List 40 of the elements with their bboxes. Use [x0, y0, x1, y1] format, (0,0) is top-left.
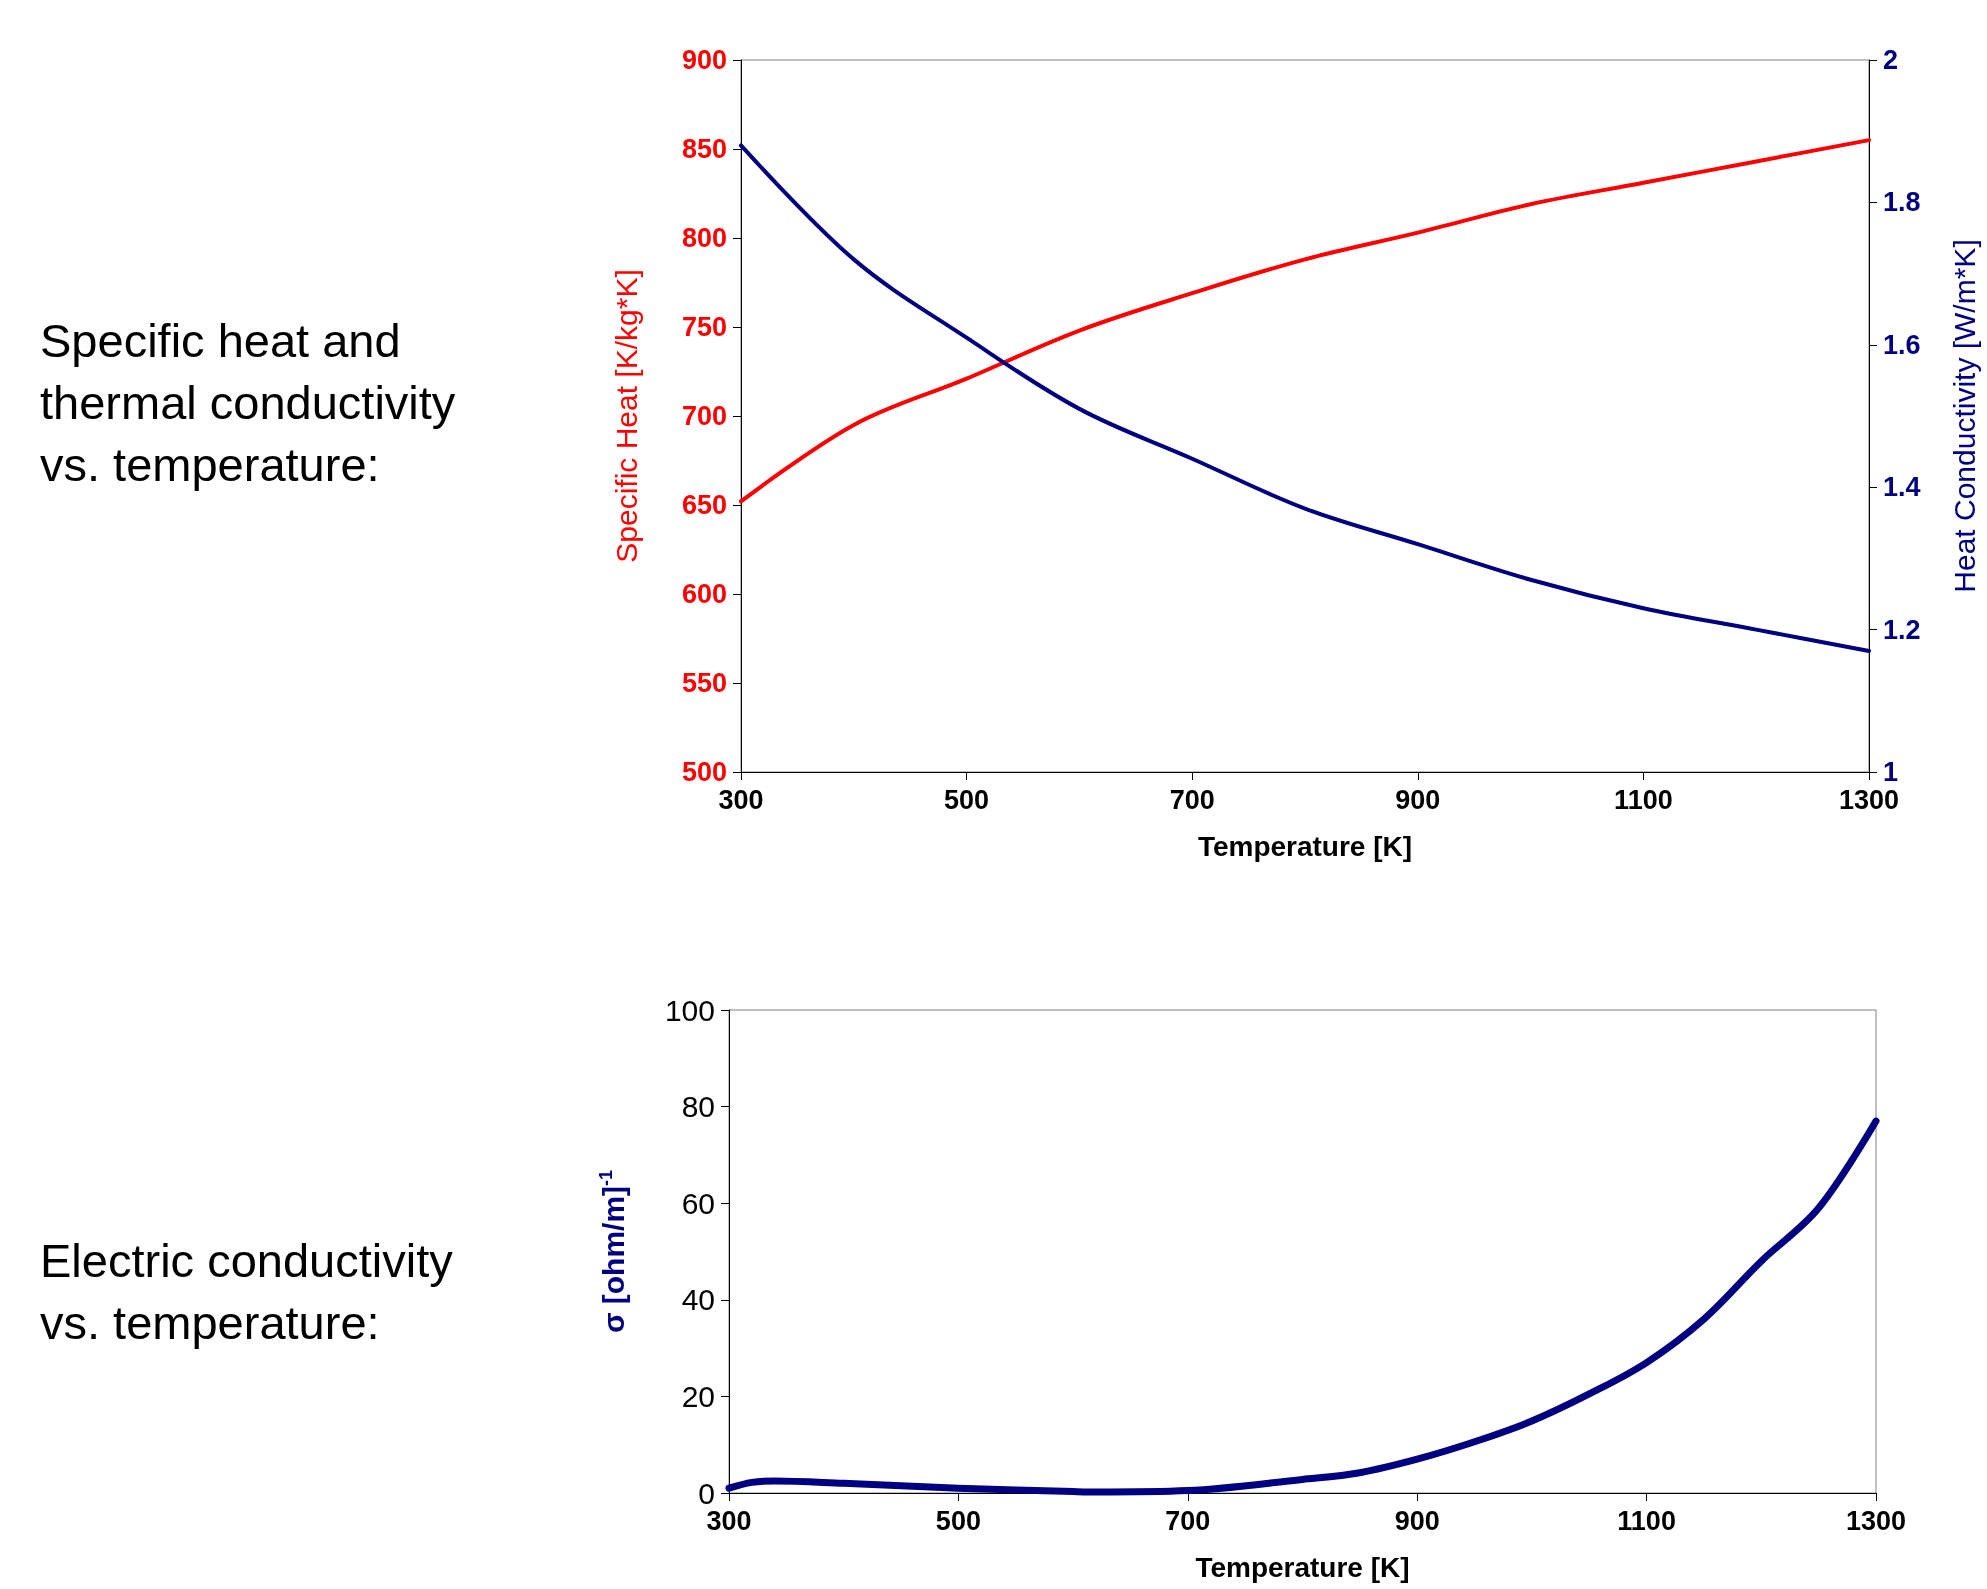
- y-axis-title: Specific Heat [K/kg*K]: [609, 269, 643, 563]
- x-tick-label: 300: [718, 784, 764, 815]
- x-tick-label: 1100: [1614, 784, 1673, 815]
- text: Electric conductivity vs. temperature:: [40, 1233, 454, 1352]
- y2-tick-label: 1.8: [1883, 187, 1921, 218]
- y-tick-label: 700: [681, 401, 727, 431]
- x-tick-label: 900: [1394, 1505, 1440, 1536]
- y-axis-title: σ [ohm/m]-1: [596, 1169, 630, 1334]
- line-series: [739, 143, 1871, 653]
- y-tick-label: 100: [664, 993, 715, 1027]
- y-tick-label: 60: [681, 1186, 715, 1220]
- y-tick-label: 40: [681, 1283, 715, 1317]
- y2-tick-label: 1.2: [1883, 614, 1921, 645]
- x-tick-label: 500: [935, 1505, 981, 1536]
- x-tick-label: 500: [944, 784, 990, 815]
- y-tick-label: 20: [681, 1379, 715, 1413]
- x-tick-label: 1300: [1838, 784, 1900, 815]
- y-tick-label: 650: [681, 490, 727, 520]
- y2-tick-label: 1: [1883, 757, 1899, 787]
- x-tick-label: 1300: [1845, 1505, 1907, 1536]
- y-tick-label: 800: [681, 223, 727, 253]
- text: Specific heat and thermal conductivity vs. temperature:: [40, 313, 457, 494]
- x-axis-title: Temperature [K]: [1197, 830, 1413, 862]
- y-tick-label: 750: [681, 312, 727, 342]
- x-tick-label: 700: [1165, 1505, 1211, 1536]
- x-tick-label: 900: [1395, 784, 1441, 815]
- y-tick-label: 850: [681, 134, 727, 164]
- y-tick-label: 600: [681, 579, 727, 609]
- y2-axis-title: Heat Conductivity [W/m*K]: [1947, 239, 1981, 593]
- y2-tick-label: 2: [1883, 45, 1899, 75]
- y-tick-label: 550: [681, 668, 727, 698]
- x-tick-label: 1100: [1617, 1505, 1676, 1536]
- y2-tick-label: 1.6: [1883, 329, 1921, 360]
- y2-tick-label: 1.4: [1883, 472, 1921, 503]
- x-tick-label: 700: [1169, 784, 1215, 815]
- line-series: [739, 138, 1871, 504]
- y-tick-label: 80: [681, 1090, 715, 1124]
- x-axis-title: Temperature [K]: [1195, 1551, 1410, 1583]
- y-tick-label: 900: [681, 45, 727, 75]
- y-tick-label: 500: [681, 757, 727, 787]
